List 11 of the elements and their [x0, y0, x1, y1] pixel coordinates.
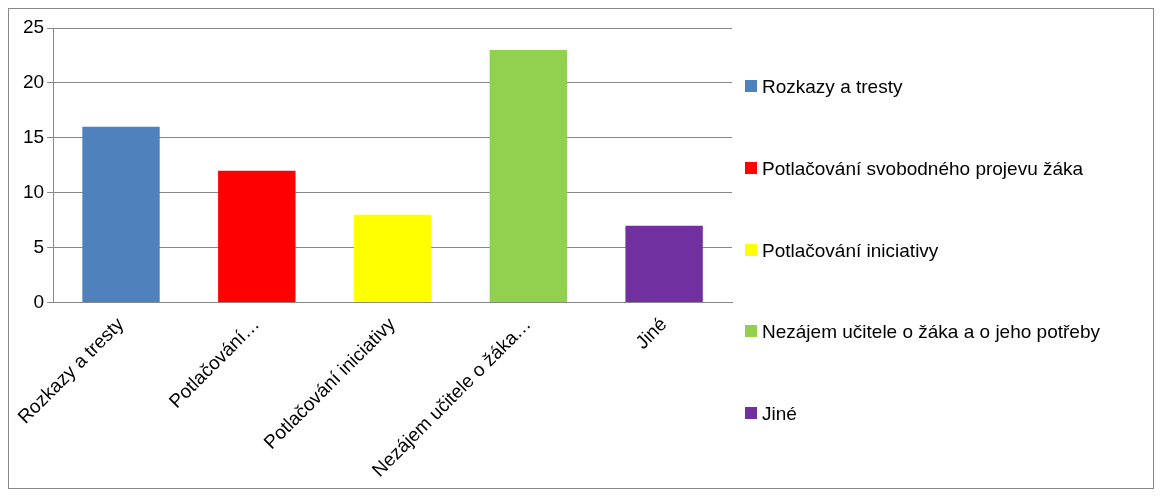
legend-label: Nezájem učitele o žáka a o jeho potřeby — [762, 320, 1100, 345]
y-tick-label: 15 — [22, 126, 45, 148]
legend-label: Potlačování svobodného projevu žáka — [762, 156, 1084, 181]
y-tick-label: 0 — [33, 290, 45, 312]
y-tick-label: 10 — [22, 180, 45, 202]
legend-label: Potlačování iniciativy — [762, 238, 939, 263]
y-tick-label: 20 — [22, 71, 45, 93]
y-tick-label: 25 — [22, 16, 45, 38]
x-tick-label: Jiné — [631, 313, 671, 353]
y-tick-label: 5 — [33, 235, 45, 257]
legend-label: Rozkazy a tresty — [762, 75, 903, 99]
